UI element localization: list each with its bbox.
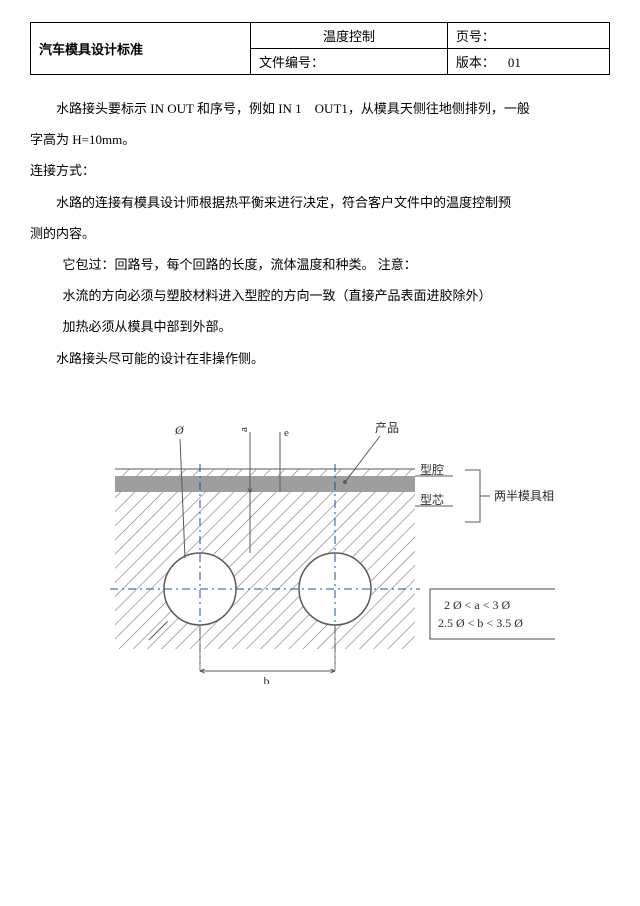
svg-text:Ø: Ø: [174, 423, 185, 437]
svg-text:a: a: [238, 427, 250, 432]
diagram-container: Øa e b 产品型腔型芯 两半模具相同 2 Ø < a < 3 Ø 2.5 Ø < b <…: [30, 414, 610, 684]
doc-title: 汽车模具设计标准: [31, 23, 251, 75]
para-3: 连接方式：: [30, 155, 610, 186]
svg-text:2.5 Ø < b < 3.5 Ø: 2.5 Ø < b < 3.5 Ø: [438, 616, 523, 630]
para-5: 测的内容。: [30, 218, 610, 249]
para-4: 水路的连接有模具设计师根据热平衡来进行决定，符合客户文件中的温度控制预: [30, 187, 610, 218]
para-7: 水流的方向必须与塑胶材料进入型腔的方向一致（直接产品表面进胶除外）: [30, 280, 610, 311]
header-table: 汽车模具设计标准 温度控制 页号： 文件编号： 版本： 01: [30, 22, 610, 75]
svg-text:产品: 产品: [375, 421, 399, 435]
doc-no-cell: 文件编号：: [251, 49, 448, 75]
svg-text:两半模具相同: 两半模具相同: [494, 489, 555, 503]
version-cell: 版本： 01: [447, 49, 609, 75]
page-cell: 页号：: [447, 23, 609, 49]
svg-text:型腔: 型腔: [420, 462, 444, 477]
svg-text:e: e: [284, 427, 289, 439]
technical-diagram: Øa e b 产品型腔型芯 两半模具相同 2 Ø < a < 3 Ø 2.5 Ø < b <…: [85, 414, 555, 684]
body-text: 水路接头要标示 IN OUT 和序号，例如 IN 1 OUT1，从模具天侧往地侧…: [30, 93, 610, 374]
para-6: 它包过：回路号，每个回路的长度，流体温度和种类。 注意：: [30, 249, 610, 280]
version-label: 版本：: [456, 55, 495, 70]
para-1: 水路接头要标示 IN OUT 和序号，例如 IN 1 OUT1，从模具天侧往地侧…: [30, 93, 610, 124]
svg-text:型芯: 型芯: [420, 493, 444, 507]
svg-text:2 Ø < a < 3 Ø: 2 Ø < a < 3 Ø: [444, 598, 511, 612]
para-8: 加热必须从模具中部到外部。: [30, 311, 610, 342]
para-2: 字高为 H=10mm。: [30, 124, 610, 155]
version-value: 01: [508, 55, 521, 70]
svg-text:b: b: [264, 674, 270, 684]
para-9: 水路接头尽可能的设计在非操作侧。: [30, 343, 610, 374]
topic-cell: 温度控制: [251, 23, 448, 49]
